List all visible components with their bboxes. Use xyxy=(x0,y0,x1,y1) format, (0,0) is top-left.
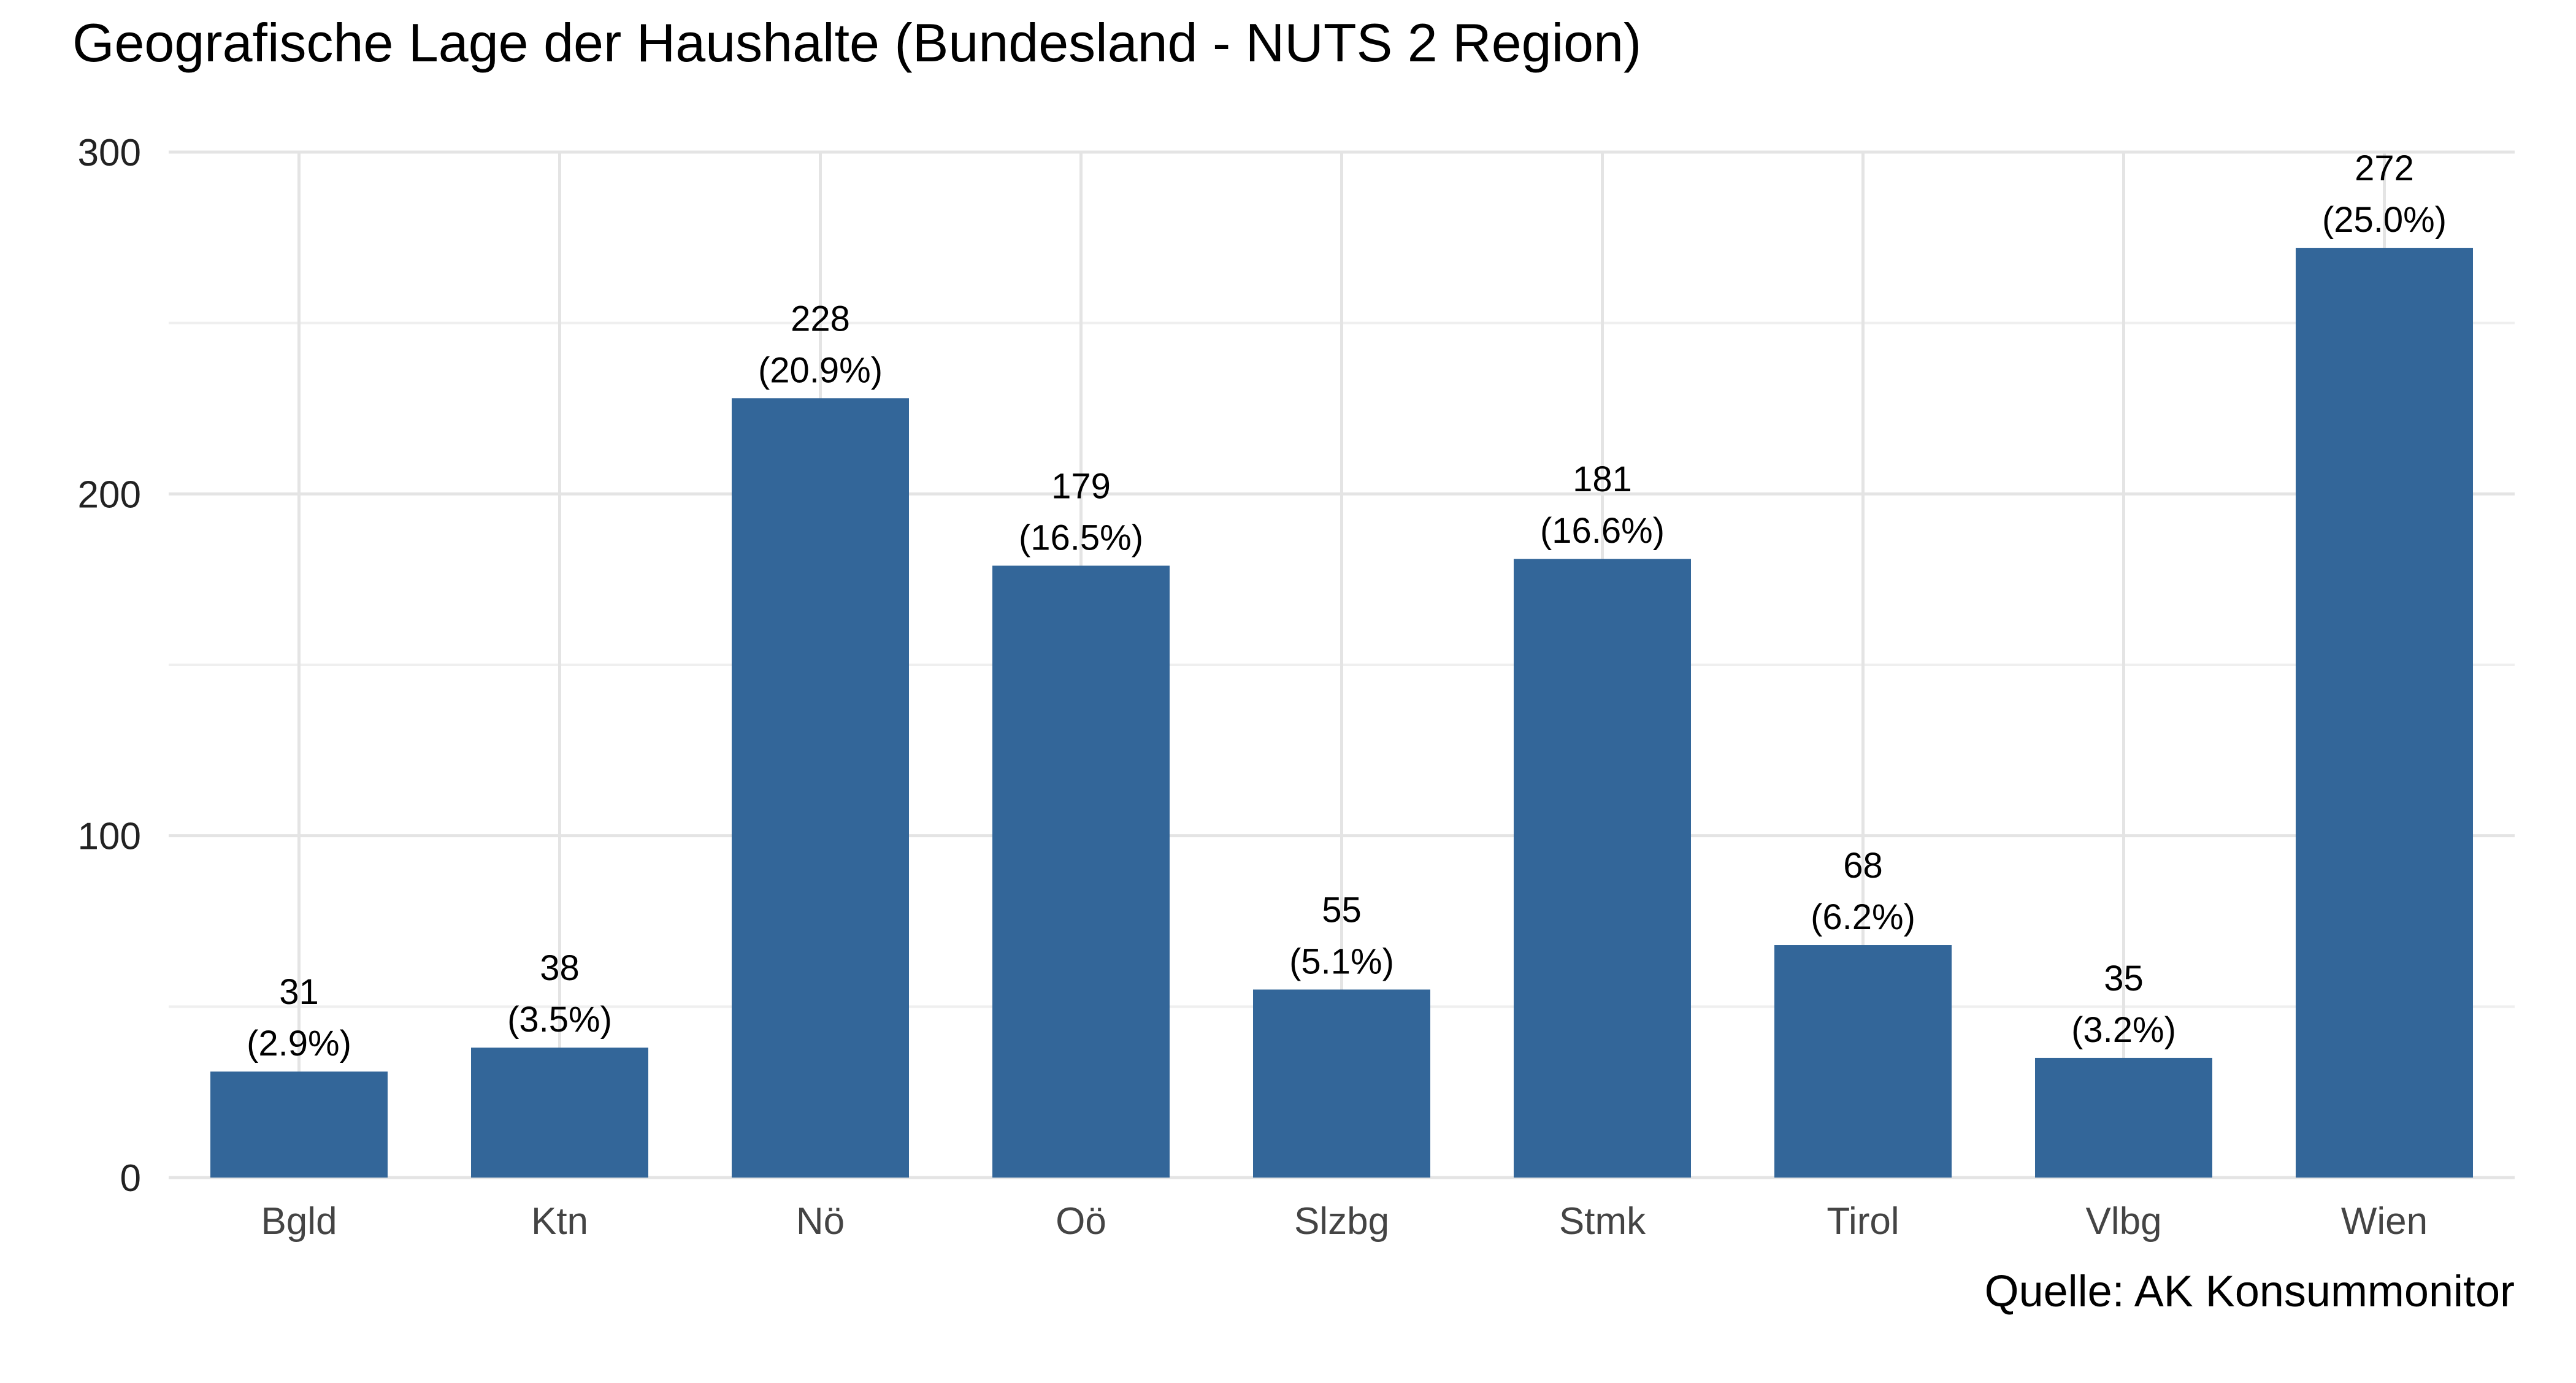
y-tick-label: 300 xyxy=(78,132,141,174)
y-tick-label: 0 xyxy=(120,1157,141,1200)
data-label-percent: (3.2%) xyxy=(2071,1010,2176,1050)
bar-ktn xyxy=(471,1048,648,1178)
bar-wien xyxy=(2296,248,2473,1178)
data-labels: (2.9%) 31 (3.5%) 38 (20.9%) 228 (16.5%) 179 (5.1… xyxy=(247,148,2447,1063)
data-label-value: 31 xyxy=(279,972,319,1012)
data-label-value: 228 xyxy=(791,299,850,339)
x-tick-label: Slzbg xyxy=(1294,1200,1389,1243)
bars xyxy=(210,248,2473,1178)
y-tick-label: 100 xyxy=(78,816,141,858)
bar-stmk xyxy=(1514,559,1691,1178)
data-label-value: 179 xyxy=(1051,466,1111,506)
data-label-value: 181 xyxy=(1573,459,1632,499)
bar-nö xyxy=(732,398,909,1178)
bar-vlbg xyxy=(2035,1057,2212,1178)
bar-bgld xyxy=(210,1071,388,1178)
x-tick-label: Tirol xyxy=(1827,1200,1899,1243)
data-label-value: 272 xyxy=(2355,148,2414,188)
data-label-value: 38 xyxy=(540,948,580,988)
data-label-percent: (5.1%) xyxy=(1289,941,1394,981)
x-tick-label: Wien xyxy=(2341,1200,2428,1243)
bar-oö xyxy=(992,565,1170,1178)
data-label-percent: (20.9%) xyxy=(758,350,883,390)
x-tick-label: Vlbg xyxy=(2085,1200,2161,1243)
x-tick-label: Bgld xyxy=(261,1200,337,1243)
y-axis-ticks: 0 100 200 300 xyxy=(78,132,141,1200)
data-label-percent: (16.6%) xyxy=(1540,511,1665,551)
x-tick-label: Nö xyxy=(796,1200,845,1243)
y-tick-label: 200 xyxy=(78,473,141,516)
x-tick-label: Stmk xyxy=(1559,1200,1646,1243)
data-label-value: 55 xyxy=(1322,890,1362,930)
chart-title: Geografische Lage der Haushalte (Bundesl… xyxy=(72,12,1641,73)
chart-caption: Quelle: AK Konsummonitor xyxy=(1985,1267,2515,1316)
data-label-value: 35 xyxy=(2104,959,2144,998)
x-axis-ticks: Bgld Ktn Nö Oö Slzbg Stmk Tirol Vlbg Wien xyxy=(261,1200,2428,1243)
bar-tirol xyxy=(1774,945,1952,1178)
data-label-value: 68 xyxy=(1843,846,1883,886)
data-label-percent: (6.2%) xyxy=(1811,897,1915,937)
bar-slzbg xyxy=(1253,989,1430,1178)
data-label-percent: (25.0%) xyxy=(2322,200,2447,240)
x-tick-label: Oö xyxy=(1056,1200,1106,1243)
data-label-percent: (3.5%) xyxy=(507,1000,612,1040)
x-tick-label: Ktn xyxy=(531,1200,588,1243)
data-label-percent: (16.5%) xyxy=(1019,518,1143,557)
data-label-percent: (2.9%) xyxy=(247,1024,351,1063)
